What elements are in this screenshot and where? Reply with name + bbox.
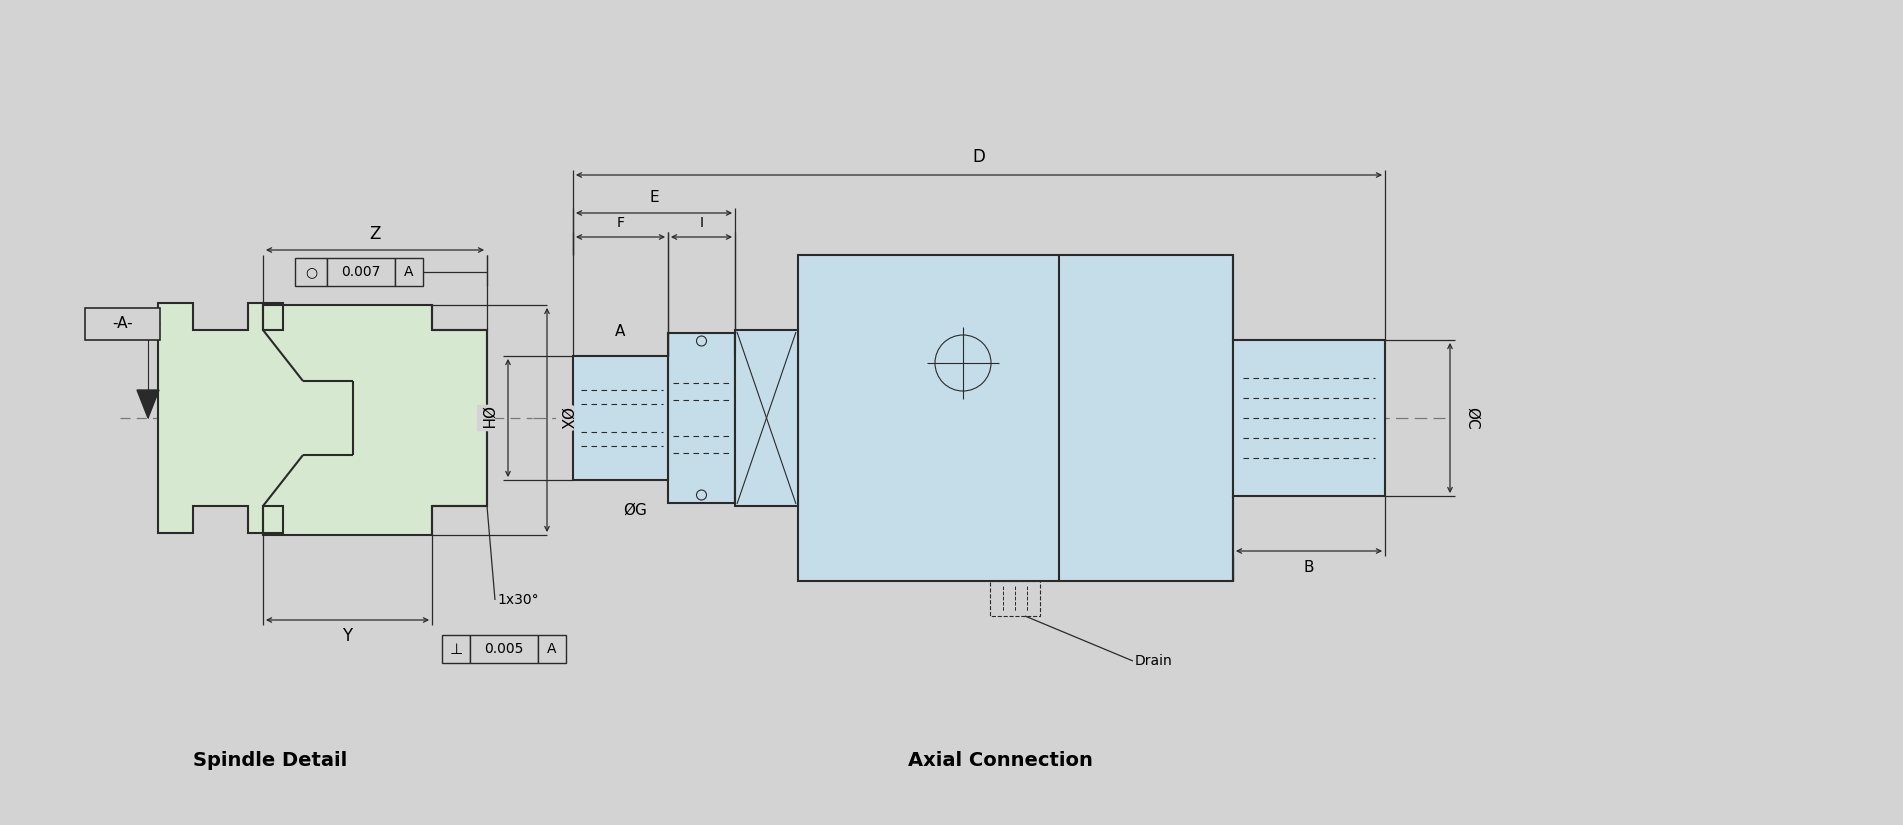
Text: Axial Connection: Axial Connection xyxy=(908,751,1092,770)
Bar xyxy=(1233,340,1385,496)
Text: E: E xyxy=(649,190,658,205)
Text: Drain: Drain xyxy=(1134,654,1172,668)
Bar xyxy=(86,308,160,340)
Polygon shape xyxy=(137,390,160,418)
Text: D: D xyxy=(972,148,986,166)
Bar xyxy=(990,581,1041,616)
Text: B: B xyxy=(1304,559,1315,574)
Text: Y: Y xyxy=(343,627,352,645)
Bar xyxy=(396,258,422,286)
Text: Z: Z xyxy=(369,225,381,243)
Polygon shape xyxy=(158,303,487,535)
Text: F: F xyxy=(617,216,624,230)
Text: 0.005: 0.005 xyxy=(483,642,523,656)
Text: ØX: ØX xyxy=(558,407,573,429)
Text: ØC: ØC xyxy=(1465,407,1479,429)
Bar xyxy=(573,356,668,480)
Text: -A-: -A- xyxy=(112,317,133,332)
Text: Spindle Detail: Spindle Detail xyxy=(192,751,346,770)
Bar xyxy=(539,635,565,663)
Text: ØH: ØH xyxy=(478,406,493,430)
Bar xyxy=(668,333,735,503)
Bar xyxy=(797,255,1233,581)
Bar xyxy=(441,635,470,663)
Bar xyxy=(327,258,396,286)
Text: A: A xyxy=(548,642,558,656)
Text: ⊥: ⊥ xyxy=(449,642,462,657)
Text: 0.007: 0.007 xyxy=(341,265,381,279)
Text: A: A xyxy=(403,265,413,279)
Text: I: I xyxy=(700,216,704,230)
Text: A: A xyxy=(615,323,626,338)
Text: ○: ○ xyxy=(304,265,318,279)
Text: ØG: ØG xyxy=(624,502,647,517)
Bar xyxy=(295,258,327,286)
Bar xyxy=(735,330,797,506)
Bar xyxy=(470,635,539,663)
Text: 1x30°: 1x30° xyxy=(497,593,539,607)
